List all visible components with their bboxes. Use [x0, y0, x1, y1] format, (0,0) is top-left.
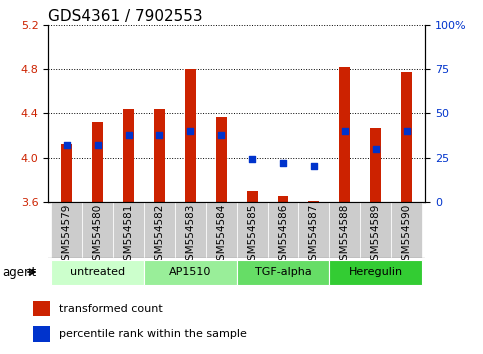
Bar [268, 202, 298, 258]
Bar [309, 201, 319, 202]
Bar [51, 260, 144, 285]
Bar [154, 109, 165, 202]
Bar [175, 202, 206, 258]
Bar [92, 122, 103, 202]
Point [63, 142, 71, 148]
Point [248, 156, 256, 162]
Bar [61, 144, 72, 202]
Text: GSM554583: GSM554583 [185, 204, 195, 267]
Bar [370, 128, 381, 202]
Bar [144, 202, 175, 258]
Text: percentile rank within the sample: percentile rank within the sample [59, 329, 247, 339]
Bar [278, 196, 288, 202]
Bar [33, 326, 50, 342]
Point [341, 128, 349, 134]
Bar [329, 202, 360, 258]
Text: GSM554582: GSM554582 [155, 204, 165, 267]
Bar [33, 301, 50, 316]
Text: GSM554589: GSM554589 [370, 204, 381, 267]
Bar [144, 260, 237, 285]
Point [217, 132, 225, 137]
Point [94, 142, 101, 148]
Text: TGF-alpha: TGF-alpha [255, 267, 312, 277]
Point [372, 146, 380, 152]
Point [310, 164, 318, 169]
Bar [216, 116, 227, 202]
Text: GSM554581: GSM554581 [124, 204, 134, 267]
Bar [237, 260, 329, 285]
Bar [185, 69, 196, 202]
Bar [123, 109, 134, 202]
Text: GSM554579: GSM554579 [62, 204, 72, 267]
Point [125, 132, 132, 137]
Text: agent: agent [2, 266, 37, 279]
Text: GSM554585: GSM554585 [247, 204, 257, 267]
Bar [401, 72, 412, 202]
Point [403, 128, 411, 134]
Bar [82, 202, 113, 258]
Bar [247, 191, 257, 202]
Text: transformed count: transformed count [59, 303, 163, 314]
Text: GDS4361 / 7902553: GDS4361 / 7902553 [48, 8, 203, 24]
Text: GSM554587: GSM554587 [309, 204, 319, 267]
Bar [340, 67, 350, 202]
Point [186, 128, 194, 134]
Bar [360, 202, 391, 258]
Bar [391, 202, 422, 258]
Bar [206, 202, 237, 258]
Text: Heregulin: Heregulin [349, 267, 403, 277]
Text: GSM554580: GSM554580 [93, 204, 103, 267]
Text: untreated: untreated [70, 267, 125, 277]
Point [279, 160, 287, 166]
Text: GSM554586: GSM554586 [278, 204, 288, 267]
Text: GSM554584: GSM554584 [216, 204, 226, 267]
Bar [329, 260, 422, 285]
Text: GSM554588: GSM554588 [340, 204, 350, 267]
Bar [51, 202, 82, 258]
Bar [237, 202, 268, 258]
Text: GSM554590: GSM554590 [401, 204, 412, 267]
Bar [113, 202, 144, 258]
Text: AP1510: AP1510 [169, 267, 212, 277]
Point [156, 132, 163, 137]
Bar [298, 202, 329, 258]
